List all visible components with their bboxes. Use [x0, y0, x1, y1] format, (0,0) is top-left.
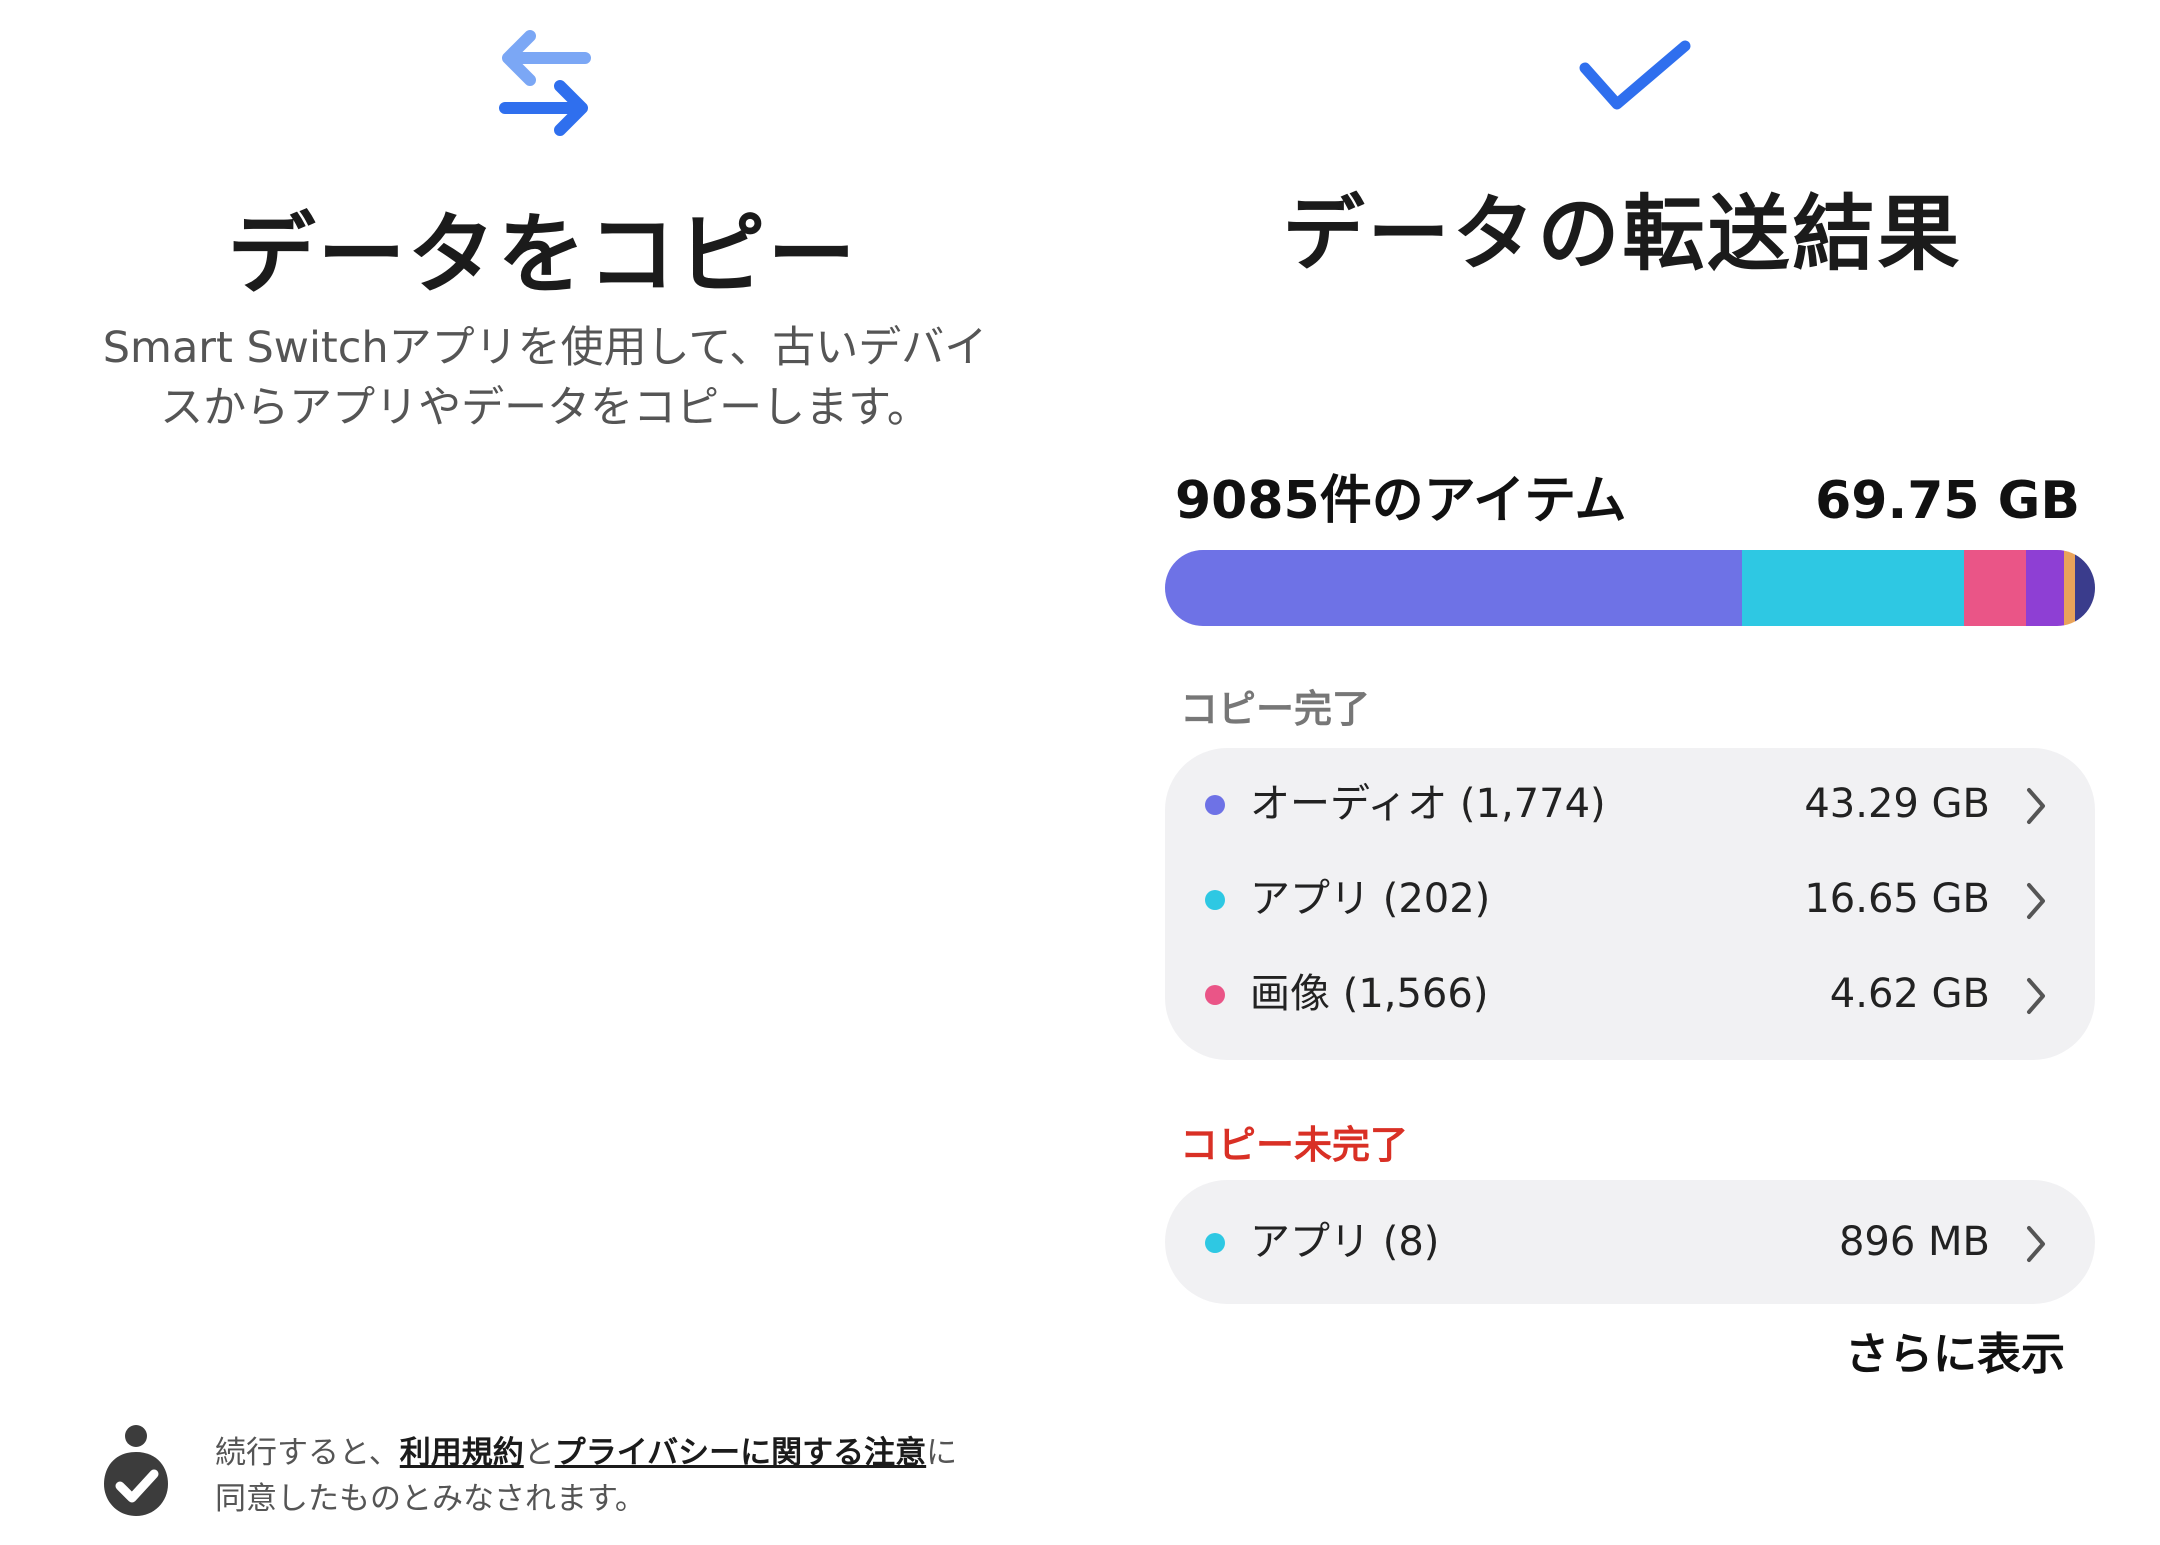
description-line: Smart Switchアプリを使用して、古いデバイ — [102, 323, 988, 373]
category-color-dot — [1205, 1233, 1225, 1253]
item-name: アプリ (202) — [1250, 876, 1491, 922]
consent-suffix: に — [926, 1435, 958, 1471]
usage-bar-segment — [2025, 550, 2065, 626]
result-title: データの転送結果 — [1282, 187, 1963, 282]
usage-bar-segment — [1964, 550, 2026, 626]
incomplete-items-card: アプリ (8) 896 MB — [1165, 1180, 2095, 1304]
usage-bar-segment — [2074, 550, 2095, 626]
terms-of-service-link[interactable]: 利用規約 — [399, 1435, 524, 1471]
description-line: スからアプリやデータをコピーします。 — [160, 383, 930, 433]
privacy-person-check-icon — [104, 1425, 168, 1516]
incomplete-item-apps[interactable]: アプリ (8) 896 MB — [1165, 1202, 2095, 1282]
category-color-dot — [1205, 890, 1225, 910]
transfer-arrows-icon — [499, 30, 591, 136]
copied-item-audio[interactable]: オーディオ (1,774) 43.29 GB — [1165, 764, 2095, 844]
total-size: 69.75 GB — [1815, 471, 2080, 531]
chevron-right-icon — [2027, 1226, 2045, 1262]
category-color-dot — [1205, 985, 1225, 1005]
privacy-notice-link[interactable]: プライバシーに関する注意 — [554, 1435, 927, 1471]
consent-line-1: 続行すると、利用規約とプライバシーに関する注意に — [215, 1430, 1075, 1476]
transfer-result-panel: データの転送結果 9085件のアイテム 69.75 GB コピー完了 オーディオ… — [1085, 0, 2160, 1545]
chevron-right-icon — [2027, 978, 2045, 1014]
item-name: アプリ (8) — [1250, 1219, 1440, 1265]
chevron-right-icon — [2027, 883, 2045, 919]
incomplete-section-label: コピー未完了 — [1180, 1123, 1409, 1167]
consent-line-2: 同意したものとみなされます。 — [215, 1481, 646, 1517]
storage-usage-bar — [1165, 550, 2095, 626]
copied-items-card: オーディオ (1,774) 43.29 GB アプリ (202) 16.65 G… — [1165, 748, 2095, 1060]
checkmark-icon — [1579, 40, 1691, 110]
copy-data-panel: データをコピー Smart Switchアプリを使用して、古いデバイ スからアプ… — [95, 30, 1075, 1522]
item-size: 16.65 GB — [1804, 876, 1990, 922]
usage-bar-segment — [2064, 550, 2075, 626]
chevron-right-icon — [2027, 788, 2045, 824]
copied-section-label: コピー完了 — [1180, 687, 1371, 731]
show-more-button[interactable]: さらに表示 — [1845, 1329, 2065, 1380]
consent-middle: と — [523, 1435, 555, 1471]
copied-item-apps[interactable]: アプリ (202) 16.65 GB — [1165, 859, 2095, 939]
usage-bar-segment — [1742, 550, 1965, 626]
item-count: 9085件のアイテム — [1175, 471, 1627, 531]
page-title: データをコピー — [227, 203, 858, 306]
category-color-dot — [1205, 795, 1225, 815]
item-name: 画像 (1,566) — [1250, 971, 1489, 1017]
item-size: 4.62 GB — [1829, 971, 1990, 1017]
usage-bar-segment — [1165, 550, 1743, 626]
item-name: オーディオ (1,774) — [1250, 781, 1606, 827]
item-size: 43.29 GB — [1804, 781, 1990, 827]
item-size: 896 MB — [1838, 1219, 1990, 1265]
consent-prefix: 続行すると、 — [215, 1435, 400, 1471]
copied-item-images[interactable]: 画像 (1,566) 4.62 GB — [1165, 954, 2095, 1034]
description: Smart Switchアプリを使用して、古いデバイ スからアプリやデータをコピ… — [95, 318, 995, 438]
consent-text: 続行すると、利用規約とプライバシーに関する注意に 同意したものとみなされます。 — [215, 1430, 1075, 1522]
